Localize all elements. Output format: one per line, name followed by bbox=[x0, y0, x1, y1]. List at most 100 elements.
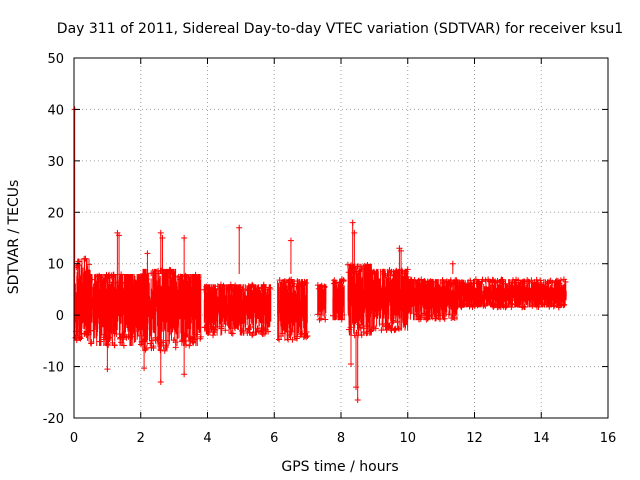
data-point bbox=[166, 266, 173, 273]
data-point bbox=[562, 278, 569, 285]
x-tick-label: 2 bbox=[137, 431, 145, 446]
data-point bbox=[318, 282, 325, 289]
data-point bbox=[402, 268, 409, 275]
data-point bbox=[353, 384, 360, 391]
data-point bbox=[415, 278, 422, 285]
data-point bbox=[142, 346, 149, 353]
data-point bbox=[493, 279, 500, 286]
error-bars bbox=[457, 279, 567, 308]
data-point bbox=[86, 261, 93, 268]
data-point bbox=[77, 335, 84, 342]
y-tick-label: 10 bbox=[47, 258, 64, 273]
data-point bbox=[387, 272, 394, 279]
data-point bbox=[124, 277, 131, 284]
error-bars bbox=[175, 274, 202, 346]
data-point bbox=[197, 333, 204, 340]
data-point bbox=[176, 273, 183, 280]
data-point bbox=[490, 303, 497, 310]
data-point bbox=[106, 279, 113, 286]
data-point bbox=[253, 329, 260, 336]
data-cluster bbox=[405, 276, 460, 323]
data-point bbox=[206, 284, 213, 291]
data-point bbox=[405, 276, 412, 283]
data-point bbox=[82, 255, 89, 262]
data-point bbox=[531, 301, 538, 308]
data-point bbox=[514, 301, 521, 308]
data-point bbox=[529, 280, 536, 287]
data-point bbox=[358, 265, 365, 272]
data-point bbox=[420, 278, 427, 285]
data-point bbox=[101, 336, 108, 343]
data-point bbox=[329, 312, 336, 319]
x-tick-label: 10 bbox=[399, 431, 416, 446]
data-point bbox=[317, 315, 324, 322]
data-point bbox=[259, 331, 266, 338]
data-point bbox=[386, 267, 393, 274]
data-point bbox=[97, 338, 104, 345]
data-point bbox=[159, 235, 166, 241]
data-point bbox=[296, 282, 303, 289]
x-tick-label: 0 bbox=[70, 431, 78, 446]
data-point bbox=[549, 300, 556, 307]
data-point bbox=[449, 260, 456, 267]
data-cluster bbox=[109, 271, 145, 349]
data-point bbox=[256, 328, 263, 335]
data-point bbox=[331, 280, 338, 287]
data-point bbox=[164, 337, 171, 344]
data-point bbox=[502, 280, 509, 287]
data-point bbox=[371, 270, 378, 277]
x-tick-label: 12 bbox=[466, 431, 483, 446]
data-point bbox=[104, 366, 111, 373]
data-point bbox=[147, 340, 154, 347]
data-point bbox=[238, 327, 245, 334]
data-point bbox=[144, 250, 151, 257]
data-point bbox=[491, 302, 498, 309]
data-point bbox=[298, 331, 305, 338]
data-point bbox=[466, 303, 473, 310]
data-point bbox=[125, 331, 132, 338]
data-point bbox=[228, 330, 235, 337]
data-point bbox=[232, 325, 239, 332]
data-point bbox=[217, 281, 224, 288]
data-point bbox=[331, 277, 338, 284]
data-point bbox=[560, 276, 567, 283]
data-point bbox=[470, 280, 477, 287]
data-point bbox=[445, 311, 452, 318]
data-point bbox=[244, 287, 251, 294]
data-point bbox=[105, 272, 112, 279]
data-point bbox=[287, 283, 294, 290]
data-point bbox=[248, 283, 255, 290]
y-axis-title: SDTVAR / TECUs bbox=[6, 180, 22, 295]
y-tick-label: 50 bbox=[47, 52, 64, 67]
data-point bbox=[448, 315, 455, 322]
y-tick-label: 20 bbox=[47, 206, 64, 221]
data-point bbox=[364, 261, 371, 268]
data-point bbox=[514, 301, 521, 308]
data-point bbox=[441, 315, 448, 322]
data-point bbox=[471, 303, 478, 310]
data-point bbox=[421, 278, 428, 285]
data-point bbox=[482, 302, 489, 309]
data-point bbox=[414, 281, 421, 288]
data-cluster bbox=[454, 276, 569, 311]
data-point bbox=[545, 280, 552, 287]
data-cluster bbox=[329, 276, 347, 323]
data-point bbox=[143, 276, 150, 283]
data-point bbox=[227, 281, 234, 288]
data-point bbox=[172, 344, 179, 351]
data-point bbox=[550, 303, 557, 310]
data-point bbox=[474, 302, 481, 309]
data-point bbox=[220, 282, 227, 289]
data-point bbox=[280, 282, 287, 289]
data-point bbox=[234, 284, 241, 291]
error-bars bbox=[374, 268, 409, 331]
data-point bbox=[276, 336, 283, 343]
data-point bbox=[368, 327, 375, 334]
data-point bbox=[155, 267, 162, 274]
data-point bbox=[101, 331, 108, 338]
data-point bbox=[181, 235, 188, 241]
data-point bbox=[117, 335, 124, 342]
data-point bbox=[317, 283, 324, 290]
data-point bbox=[157, 379, 164, 385]
data-point bbox=[525, 278, 532, 285]
